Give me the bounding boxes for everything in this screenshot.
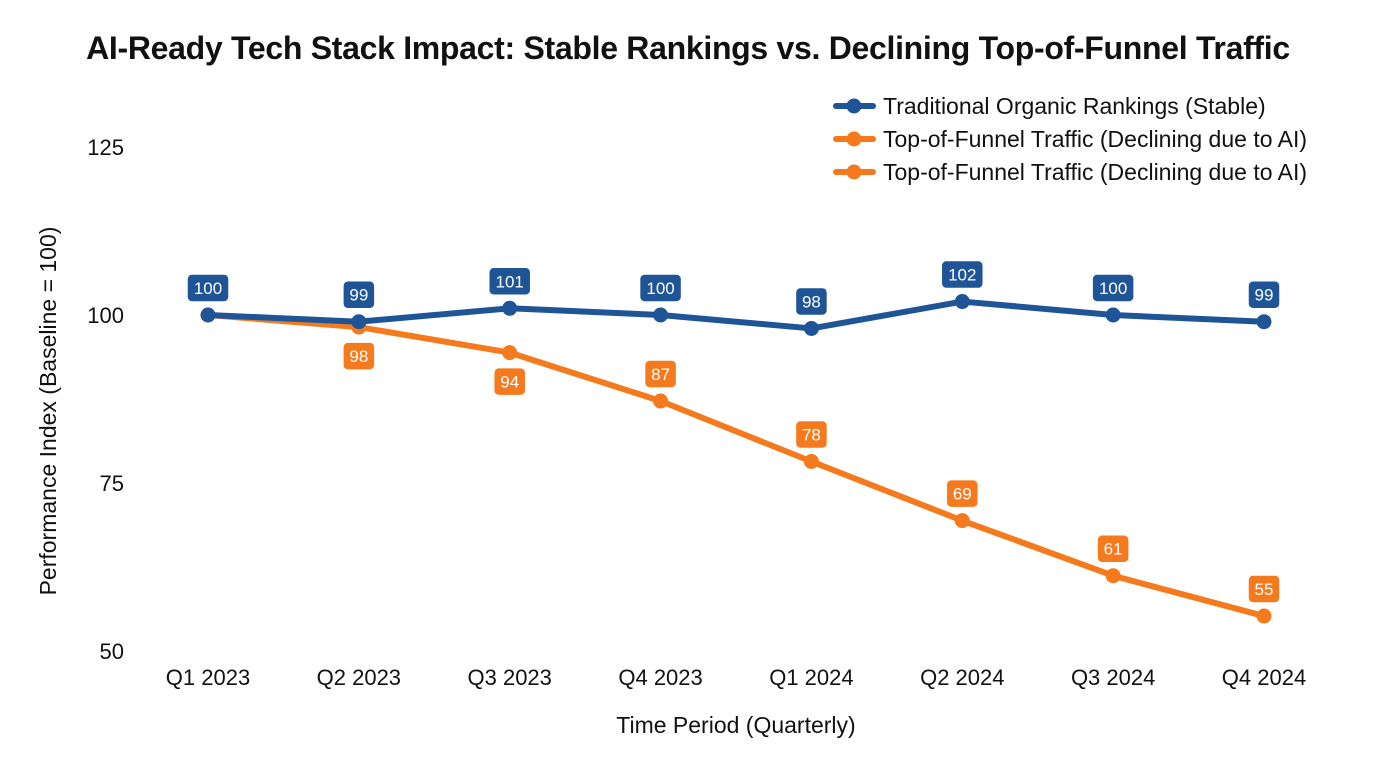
- x-tick-label: Q1 2024: [769, 665, 853, 690]
- data-point: [1256, 608, 1272, 624]
- y-tick-label: 100: [87, 303, 124, 328]
- data-label: 98: [342, 341, 376, 371]
- data-point: [954, 513, 970, 529]
- svg-text:100: 100: [194, 279, 222, 298]
- chart-title: AI-Ready Tech Stack Impact: Stable Ranki…: [86, 30, 1290, 66]
- data-point: [502, 300, 518, 316]
- data-point: [1105, 307, 1121, 323]
- data-point: [351, 314, 367, 330]
- data-point: [653, 307, 669, 323]
- svg-text:78: 78: [802, 425, 821, 444]
- svg-text:94: 94: [500, 373, 519, 392]
- y-axis-ticks: 50 75 100 125: [87, 135, 124, 664]
- y-tick-label: 125: [87, 135, 124, 160]
- data-label: 87: [643, 359, 678, 389]
- legend: Traditional Organic Rankings (Stable) Top…: [833, 93, 1307, 185]
- svg-text:100: 100: [1099, 279, 1127, 298]
- y-tick-label: 75: [100, 471, 124, 496]
- svg-text:55: 55: [1255, 580, 1274, 599]
- svg-text:101: 101: [496, 272, 524, 291]
- svg-text:61: 61: [1104, 540, 1123, 559]
- x-axis-label: Time Period (Quarterly): [616, 712, 855, 738]
- data-label: 100: [186, 273, 230, 303]
- data-label: 99: [342, 279, 376, 310]
- data-label: 94: [492, 366, 527, 397]
- x-tick-label: Q4 2024: [1222, 665, 1306, 690]
- data-point: [200, 307, 216, 323]
- svg-text:Top-of-Funnel Traffic (Declini: Top-of-Funnel Traffic (Declining due to …: [883, 126, 1307, 152]
- svg-text:99: 99: [1255, 286, 1274, 305]
- data-label: 101: [487, 266, 532, 297]
- svg-text:Top-of-Funnel Traffic (Declini: Top-of-Funnel Traffic (Declining due to …: [883, 159, 1307, 185]
- y-tick-label: 50: [100, 639, 124, 664]
- svg-text:87: 87: [651, 365, 670, 384]
- x-tick-label: Q4 2023: [618, 665, 702, 690]
- x-tick-label: Q2 2023: [317, 665, 401, 690]
- data-point: [803, 320, 819, 336]
- data-point: [502, 345, 518, 361]
- data-label: 99: [1247, 279, 1281, 310]
- data-point: [803, 453, 819, 469]
- x-tick-label: Q2 2024: [920, 665, 1004, 690]
- data-label: 100: [638, 273, 683, 303]
- legend-entry: Traditional Organic Rankings (Stable): [833, 93, 1266, 119]
- svg-text:102: 102: [948, 266, 976, 285]
- svg-text:69: 69: [953, 485, 972, 504]
- svg-text:99: 99: [349, 286, 368, 305]
- legend-entry: Top-of-Funnel Traffic (Declining due to …: [833, 126, 1307, 152]
- data-point: [954, 294, 970, 310]
- series-layer: [200, 294, 1272, 624]
- data-point: [653, 393, 669, 409]
- data-labels: 100 99 101 100 98 102 100 99 98 94 87 78 69 61 55: [186, 259, 1281, 604]
- data-label: 55: [1247, 574, 1281, 604]
- data-point: [1256, 314, 1272, 330]
- svg-text:100: 100: [646, 279, 674, 298]
- data-label: 69: [945, 478, 980, 509]
- data-label: 98: [794, 286, 829, 317]
- series-line: [205, 312, 1267, 620]
- svg-text:Traditional Organic Rankings (: Traditional Organic Rankings (Stable): [883, 93, 1266, 119]
- data-label: 61: [1096, 533, 1130, 564]
- x-tick-label: Q1 2023: [166, 665, 250, 690]
- legend-entry: Top-of-Funnel Traffic (Declining due to …: [833, 159, 1307, 185]
- data-label: 102: [940, 259, 985, 290]
- y-axis-label: Performance Index (Baseline = 100): [35, 227, 61, 596]
- data-label: 78: [794, 419, 829, 450]
- svg-text:98: 98: [349, 347, 368, 366]
- data-label: 100: [1091, 273, 1135, 303]
- x-tick-label: Q3 2024: [1071, 665, 1155, 690]
- data-point: [1105, 568, 1121, 584]
- x-axis-ticks: Q1 2023 Q2 2023 Q3 2023 Q4 2023 Q1 2024 Q2 20…: [166, 665, 1306, 690]
- svg-text:98: 98: [802, 292, 821, 311]
- series-line: [205, 298, 1267, 332]
- x-tick-label: Q3 2023: [468, 665, 552, 690]
